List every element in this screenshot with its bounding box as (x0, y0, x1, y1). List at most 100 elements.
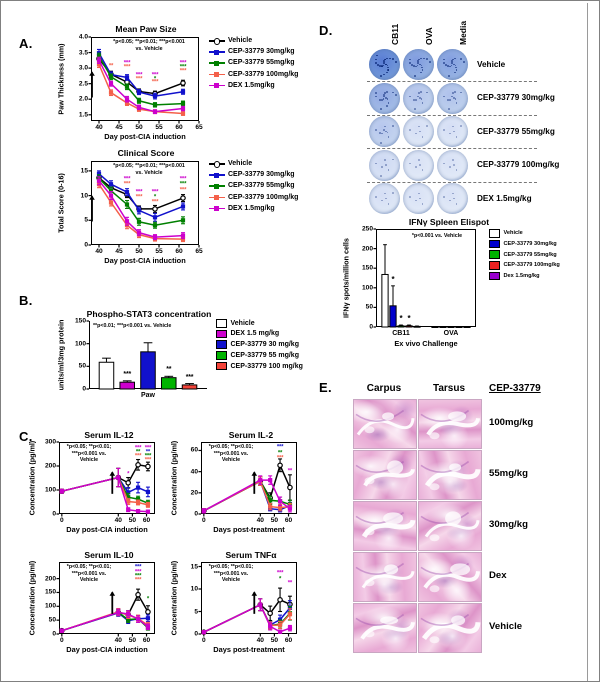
square-marker-icon (214, 71, 219, 77)
histology-column-header-0: Carpus (366, 383, 402, 394)
stat-note-c3: *p<0.05; **p<0.01; ***p<0.001 vs. Vehicl… (66, 564, 112, 584)
legend-item-a-top-row-1: CEP-33779 30mg/kg (209, 47, 298, 56)
plate-well-4-0 (369, 183, 400, 214)
histology-image-2-0 (353, 501, 417, 551)
group-label-d1-1: OVA (443, 330, 459, 337)
xtick-c2-0: 0 (201, 517, 206, 524)
yaxis-label-a2: Total Score (0-16) (56, 173, 66, 233)
chart-title-serum-il2: Serum IL-2 (228, 430, 274, 440)
panel-letter-a: A. (19, 36, 33, 51)
plate-well-3-2 (437, 149, 468, 181)
sig-star-a2-2: *** (135, 189, 143, 196)
stat-note-d1: *p<0.001 vs. Vehicle (411, 233, 463, 239)
sig-star-c4-1: * (278, 576, 282, 583)
xaxis-label-c1: Day post-CIA induction (66, 525, 148, 534)
plate-row-label-1: CEP-33779 30mg/kg (477, 93, 555, 102)
ytick-a2-2: 10 (80, 192, 88, 200)
legend-item-a-bottom-symbol-1 (209, 170, 225, 179)
xaxis-label-d1: Ex vivo Challenge (394, 339, 458, 348)
panel-letter-e: E. (319, 380, 332, 395)
ytick-c3-3: 150 (44, 588, 56, 596)
legend-item-a-bottom-symbol-3 (209, 193, 225, 202)
yaxis-label-c4: Concentration (pg/ml) (169, 560, 179, 636)
sig-star-d1-2: * (399, 313, 403, 323)
legend-panel-b: Vehicle DEX 1.5 mg/kg CEP-33779 30 mg/kg CE… (216, 319, 303, 372)
sig-star-a2-8: *** (179, 181, 187, 188)
plate-row-label-3: CEP-33779 100mg/kg (477, 160, 560, 169)
legend-item-a-bottom-label-4: DEX 1.5mg/kg (228, 204, 275, 212)
chart-title-phospho-stat3: Phospho-STAT3 concentration (86, 309, 212, 319)
plot-area-d1 (376, 229, 476, 327)
chart-title-serum-il12: Serum IL-12 (84, 430, 134, 440)
plot-area-c3 (59, 562, 155, 634)
legend-item-d-swatch-3 (489, 261, 500, 270)
legend-item-d-label-4: Dex 1.5mg/kg (503, 273, 540, 279)
histology-image-3-0 (353, 552, 417, 602)
ytick-c3-0: 0 (52, 630, 56, 638)
sig-star-a1-10: *** (179, 68, 187, 75)
legend-item-a-top-row-3: CEP-33779 100mg/kg (209, 70, 298, 79)
xtick-c2-2: 50 (270, 517, 279, 524)
ytick-c1-3: 300 (44, 438, 56, 446)
histology-column-header-1: Tarsus (432, 383, 466, 394)
legend-item-a-top-label-4: DEX 1.5mg/kg (228, 81, 275, 89)
sig-star-a1-9: *** (179, 64, 187, 71)
legend-item-d-row-0: Vehicle (489, 229, 560, 238)
histology-image-0-0 (353, 399, 417, 449)
stat-note-a2: *p<0.05; **p<0.01; ***p<0.001 vs. Vehicl… (113, 163, 185, 176)
ytick-a1-2: 2.5 (78, 80, 88, 88)
sig-star-a2-3: *** (135, 194, 143, 201)
ytick-c1-2: 200 (44, 462, 56, 470)
plate-row-divider-2 (367, 148, 537, 149)
stat-note-c4: *p<0.05; **p<0.01; ***p<0.001 vs. Vehicl… (208, 564, 254, 584)
legend-item-a-bottom-symbol-2 (209, 181, 225, 190)
sig-star-c1-2: ** (135, 449, 141, 456)
legend-item-b-swatch-3 (216, 351, 227, 360)
sig-star-a2-7: *** (179, 176, 187, 183)
sig-star-a2-9: *** (179, 187, 187, 194)
legend-item-b-label-2: CEP-33779 30 mg/kg (230, 341, 299, 349)
sig-star-a1-5: *** (151, 72, 159, 79)
ytick-d1-0: 0 (369, 323, 373, 331)
sig-star-a2-1: *** (123, 181, 131, 188)
ytick-a1-0: 1.5 (78, 111, 88, 119)
sig-star-c3-1: *** (134, 569, 142, 576)
ytick-a2-0: 0 (84, 241, 88, 249)
ytick-d1-2: 100 (361, 284, 373, 292)
chart-title-mean-paw-size: Mean Paw Size (115, 24, 177, 34)
ytick-d1-1: 50 (365, 303, 373, 311)
plate-well-3-1 (403, 149, 434, 181)
xtick-c4-3: 60 (284, 637, 293, 644)
xtick-a1-4: 60 (175, 124, 183, 131)
chart-title-ifng-elispot: IFNγ Spleen Elispot (408, 217, 490, 227)
histology-row-label-0: 100mg/kg (489, 417, 534, 428)
legend-item-a-bottom-row-4: DEX 1.5mg/kg (209, 204, 298, 213)
ytick-b1-2: 100 (74, 340, 86, 348)
legend-item-b-row-4: CEP-33779 100 mg/kg (216, 361, 303, 371)
ytick-c1-1: 100 (44, 486, 56, 494)
histology-image-4-0 (353, 603, 417, 653)
square-marker-icon (214, 183, 219, 189)
plate-well-2-0 (369, 116, 400, 147)
sig-star-a2-5: * (153, 194, 157, 201)
plot-area-c4 (201, 562, 297, 634)
xtick-c1-3: 60 (142, 517, 151, 524)
square-marker-icon (214, 194, 219, 200)
ytick-b1-3: 150 (74, 317, 86, 325)
legend-item-b-row-1: DEX 1.5 mg/kg (216, 329, 303, 339)
sig-star-d1-1: * (391, 274, 395, 284)
legend-item-a-bottom-label-3: CEP-33779 100mg/kg (228, 193, 299, 201)
xtick-a2-5: 65 (195, 248, 203, 255)
xtick-a2-3: 55 (155, 248, 163, 255)
legend-panel-d: Vehicle CEP-33779 30mg/kg CEP-33779 55mg/k… (489, 229, 560, 282)
legend-item-d-swatch-4 (489, 271, 500, 281)
sig-star-b1-4: *** (185, 373, 194, 381)
sig-star-d1-3: * (407, 313, 411, 323)
histology-image-0-1 (418, 399, 482, 449)
legend-item-a-bottom-row-0: Vehicle (209, 159, 298, 168)
legend-item-d-row-2: CEP-33779 55mg/kg (489, 250, 560, 259)
plate-well-2-2 (437, 116, 468, 147)
legend-item-d-swatch-2 (489, 250, 500, 259)
sig-star-a1-4: *** (135, 76, 143, 83)
legend-item-a-bottom-row-2: CEP-33779 55mg/kg (209, 181, 298, 190)
